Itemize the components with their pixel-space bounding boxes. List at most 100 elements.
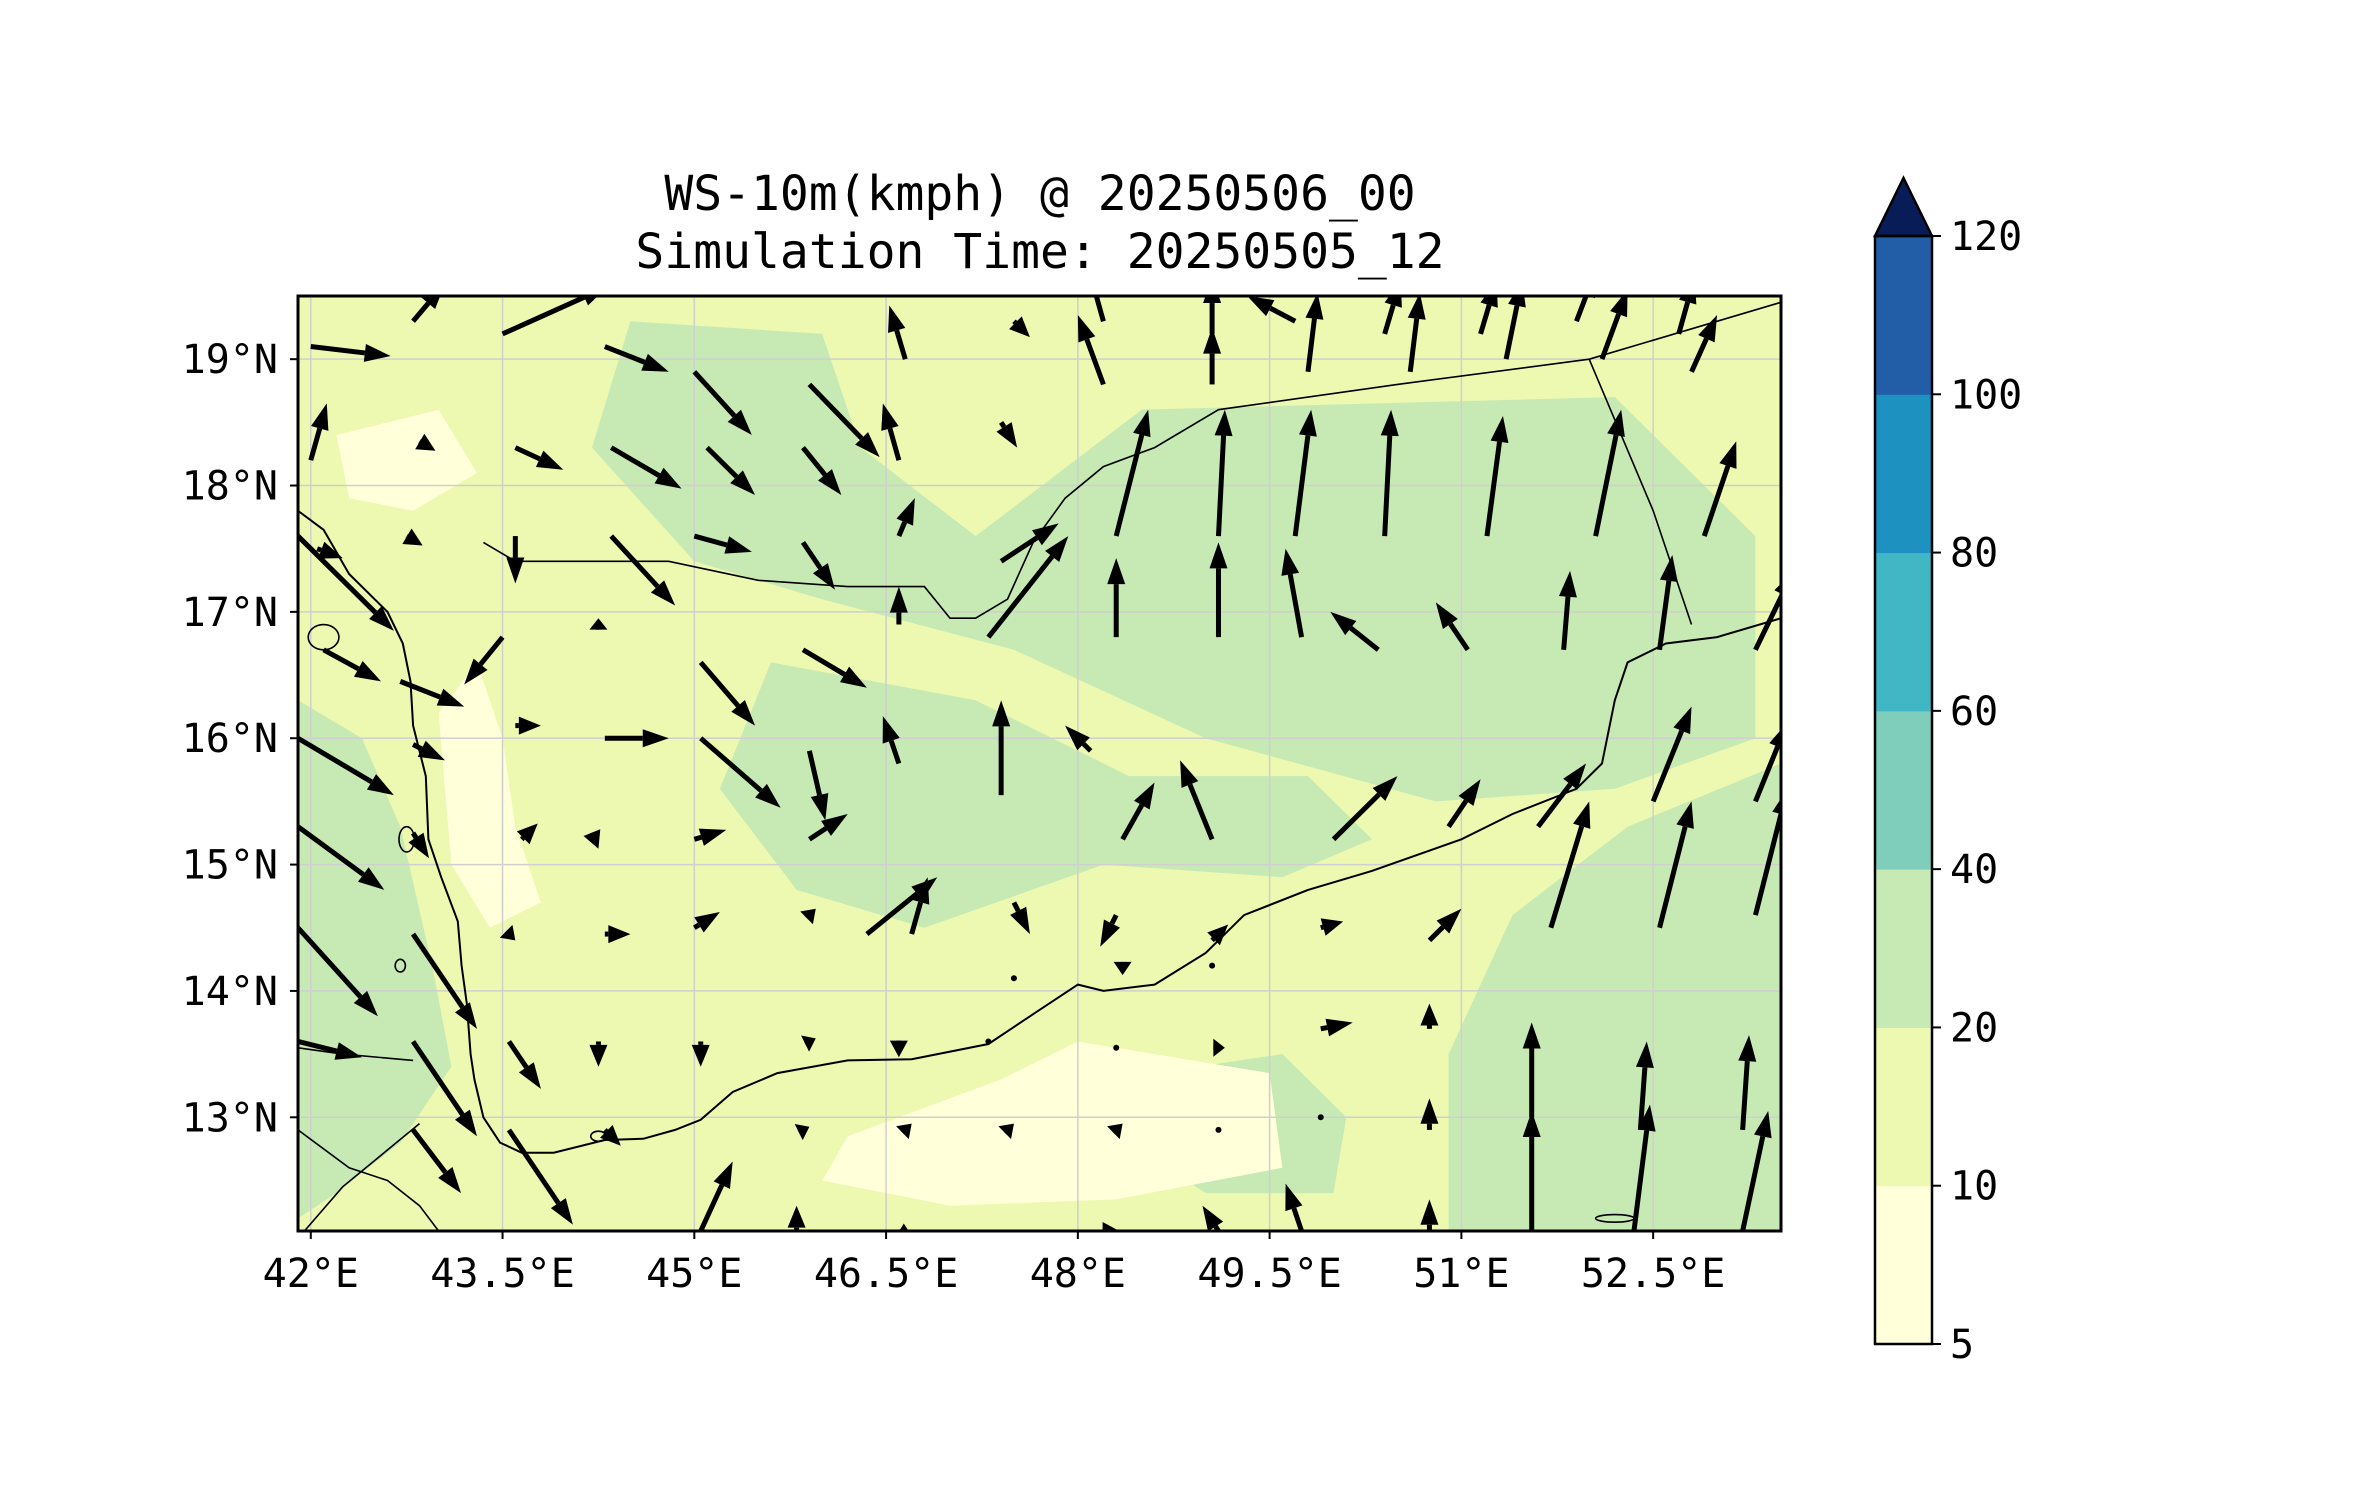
wind-vector-67 (806, 750, 829, 821)
wind-vector-103 (1320, 1018, 1353, 1037)
wind-vector-69 (992, 700, 1011, 796)
wind-zone-7 (822, 1041, 1283, 1206)
wind-vector-135 (1102, 1222, 1120, 1231)
wind-vector-10 (1247, 296, 1297, 324)
y-tick-label-1: 14°N (182, 969, 278, 1015)
wind-vector-122 (1738, 1035, 1757, 1131)
wind-vector-129 (998, 1123, 1014, 1140)
wind-vector-100 (1010, 975, 1017, 982)
border-4 (298, 1129, 440, 1231)
wind-vector-18 (609, 445, 682, 489)
wind-vector-54 (1107, 558, 1126, 638)
wind-vector-81 (583, 829, 601, 849)
wind-vector-57 (1330, 611, 1380, 652)
wind-vector-93 (1753, 798, 1781, 916)
longitude-ticks: 42°E 43.5°E 45°E 46.5°E 48°E 49.5°E 51°E 52.5°E (263, 1231, 1726, 1297)
colorbar: 5 10 20 40 60 80 100 120 (1872, 175, 2022, 1368)
wind-vector-128 (896, 1123, 912, 1140)
wind-vector-113 (801, 1035, 816, 1052)
y-tick-label-3: 16°N (182, 716, 278, 762)
wind-vector-134 (898, 1223, 909, 1231)
wind-vector-30 (316, 541, 343, 559)
wind-vector-47 (399, 679, 465, 707)
border-0 (482, 358, 1590, 620)
colorbar-label-4: 60 (1950, 689, 1998, 735)
y-tick-label-6: 19°N (182, 337, 278, 383)
wind-vector-6 (888, 305, 908, 360)
wind-vector-16 (415, 433, 436, 451)
wind-vectors (298, 296, 1781, 1231)
wind-vector-29 (1689, 314, 1718, 373)
wind-vector-75 (1536, 763, 1587, 829)
wind-speed-shading (298, 296, 1781, 1231)
island-0 (307, 623, 340, 651)
wind-vector-46 (322, 647, 382, 682)
wind-vector-114 (889, 1040, 908, 1058)
wind-vector-130 (1107, 1123, 1123, 1140)
x-tick-label-0: 42°E (263, 1251, 359, 1297)
wind-vector-12 (1478, 296, 1498, 335)
wind-vector-49 (589, 618, 608, 630)
wind-vector-20 (801, 446, 842, 496)
colorbar-frame (1873, 234, 1934, 1346)
wind-vector-112 (691, 1041, 710, 1067)
wind-vector-70 (1065, 725, 1093, 753)
wind-vector-42 (1484, 416, 1509, 537)
wind-vector-21 (881, 403, 902, 461)
x-tick-label-7: 52.5°E (1581, 1251, 1726, 1297)
wind-vector-118 (1317, 1114, 1324, 1121)
wind-vector-60 (1657, 555, 1678, 651)
wind-vector-37 (999, 523, 1059, 564)
colorbar-label-7: 120 (1950, 214, 2022, 260)
wind-zone-1 (592, 321, 1756, 802)
wind-vector-86 (1010, 901, 1030, 935)
colorbar-extend-arrow (1872, 175, 1935, 238)
wind-vector-25 (1305, 296, 1324, 373)
wind-vector-72 (1180, 760, 1215, 841)
wind-vector-0 (310, 344, 391, 362)
wind-vector-79 (408, 831, 430, 859)
wind-vector-71 (1120, 782, 1155, 841)
wind-vector-101 (1113, 961, 1132, 976)
wind-vector-26 (1407, 296, 1426, 373)
wind-vector-78 (298, 824, 385, 890)
wind-vector-38 (1113, 409, 1151, 537)
x-tick-label-5: 49.5°E (1197, 1251, 1342, 1297)
colorbar-segment-4 (1875, 552, 1932, 712)
wind-vector-111 (589, 1041, 608, 1067)
wind-vector-48 (464, 635, 505, 685)
latitude-ticks: 13°N 14°N 15°N 16°N 17°N 18°N 19°N (182, 337, 298, 1141)
wind-vector-33 (609, 534, 676, 606)
wind-vector-44 (1701, 441, 1737, 537)
colorbar-segment-5 (1875, 394, 1932, 554)
wind-vector-73 (1331, 776, 1398, 842)
wind-vector-109 (410, 1040, 477, 1137)
wind-vector-36 (896, 498, 915, 538)
wind-vector-98 (693, 911, 720, 933)
wind-vector-90 (1427, 908, 1462, 943)
wind-vector-17 (514, 445, 564, 470)
wind-vector-74 (1446, 779, 1481, 829)
wind-vector-56 (1281, 548, 1305, 638)
wind-vector-91 (1548, 801, 1591, 929)
wind-vector-41 (1380, 409, 1399, 537)
colorbar-label-3: 40 (1950, 847, 1998, 893)
colorbar-segment-2 (1875, 869, 1932, 1028)
wind-vector-121 (1635, 1041, 1654, 1131)
wind-vector-63 (411, 740, 446, 761)
colorbar-label-6: 100 (1950, 372, 2022, 418)
wind-vector-117 (1213, 1038, 1225, 1057)
wind-vector-52 (889, 586, 908, 625)
wind-vector-119 (1420, 1098, 1439, 1130)
wind-vector-125 (600, 1125, 621, 1146)
chart-title-line-2: Simulation Time: 20250505_12 (635, 224, 1444, 280)
x-tick-label-2: 45°E (646, 1251, 742, 1297)
wind-vector-95 (410, 932, 477, 1029)
wind-vector-102 (1209, 962, 1216, 969)
chart-title-line-1: WS-10m(kmph) @ 20250506_00 (664, 166, 1415, 222)
wind-vector-53 (986, 536, 1069, 639)
plot-frame (296, 294, 1783, 1233)
wind-vector-126 (698, 1161, 733, 1231)
y-tick-label-4: 17°N (182, 590, 278, 636)
wind-vector-2 (501, 296, 598, 337)
